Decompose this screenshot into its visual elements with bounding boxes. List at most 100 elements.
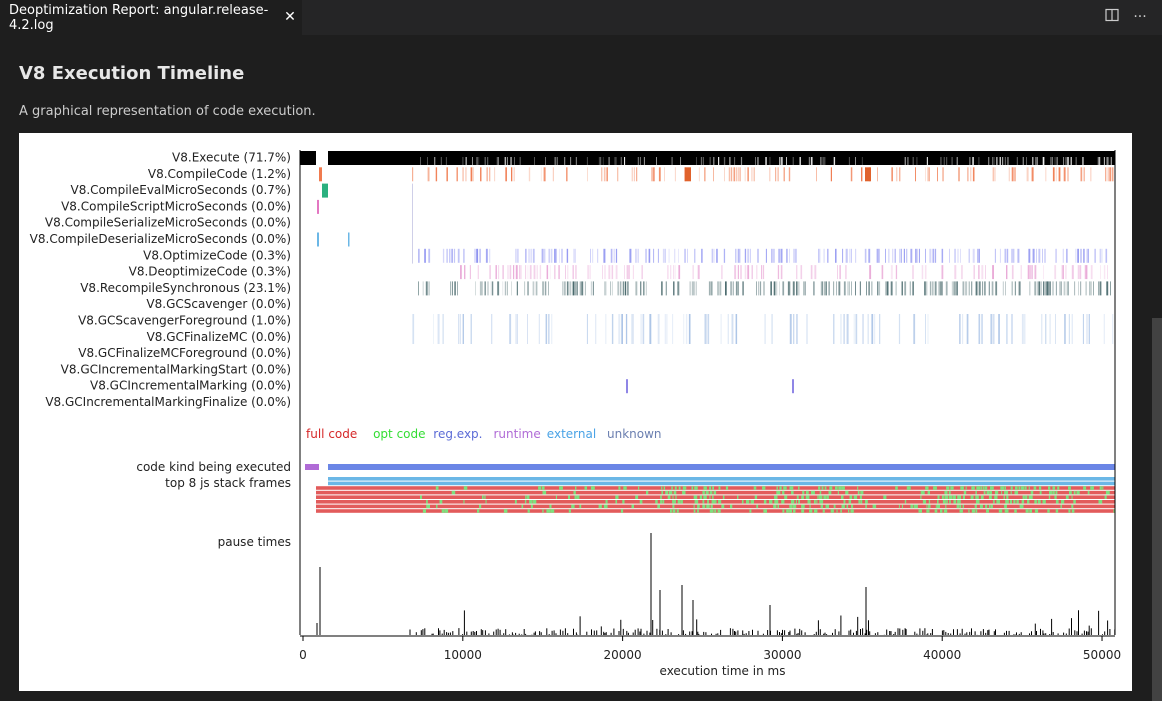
event-mark <box>608 265 611 280</box>
event-mark <box>600 157 602 165</box>
vertical-scrollbar[interactable] <box>1152 318 1162 701</box>
stack-frame-mark <box>776 490 781 495</box>
event-mark <box>896 167 898 182</box>
event-mark <box>724 167 725 182</box>
event-mark <box>1090 265 1093 280</box>
event-mark <box>525 265 527 280</box>
event-mark <box>796 281 797 296</box>
stack-frame-mark <box>524 500 527 504</box>
row-label: V8.Execute (71.7%) <box>172 151 291 165</box>
row-track-8 <box>418 281 1111 296</box>
event-mark <box>694 248 696 263</box>
event-mark <box>808 157 811 165</box>
stack-frame-mark <box>910 504 914 509</box>
event-mark <box>554 248 555 263</box>
stack-frame-mark <box>579 504 582 509</box>
stack-frame-mark <box>451 490 456 495</box>
stack-frame-mark <box>620 509 624 513</box>
stack-frame-mark <box>763 509 767 513</box>
event-mark <box>539 265 542 280</box>
event-mark <box>300 151 316 165</box>
event-mark <box>509 314 512 344</box>
event-mark <box>437 314 440 344</box>
event-mark <box>575 157 577 165</box>
stack-frame-mark <box>988 504 991 509</box>
stack-frame-mark <box>926 509 930 513</box>
stack-frame-mark <box>818 486 821 490</box>
stack-frame-mark <box>979 504 983 509</box>
stack-frame-mark <box>976 486 981 490</box>
event-mark <box>446 167 448 182</box>
event-mark <box>657 248 659 263</box>
stack-frame-mark <box>980 495 984 499</box>
stack-frame-mark <box>937 495 940 499</box>
event-mark <box>843 281 846 296</box>
event-mark <box>671 157 673 165</box>
event-mark <box>551 314 553 344</box>
row-track-10 <box>412 314 1114 344</box>
editor-tab[interactable]: Deoptimization Report: angular.release-4… <box>0 0 302 35</box>
event-mark <box>615 157 617 165</box>
stack-frames-label: top 8 js stack frames <box>165 476 291 490</box>
event-mark <box>575 265 577 280</box>
more-actions-icon[interactable]: ··· <box>1133 9 1147 25</box>
event-mark <box>1045 314 1047 344</box>
event-mark <box>899 248 901 263</box>
event-mark <box>1083 167 1085 182</box>
row-label: V8.GCIncrementalMarkingFinalize (0.0%) <box>45 395 291 409</box>
stack-frame-mark <box>559 486 563 490</box>
stack-frame-mark <box>1076 490 1080 495</box>
event-mark <box>993 157 995 165</box>
stack-frame-mark <box>436 504 438 509</box>
stack-frame-mark <box>1004 490 1009 495</box>
stack-frame-mark <box>982 486 985 490</box>
event-mark <box>530 248 533 263</box>
event-mark <box>1107 157 1110 165</box>
split-editor-icon[interactable] <box>1104 8 1120 26</box>
event-mark <box>538 314 540 344</box>
event-mark <box>956 157 958 165</box>
event-mark <box>586 314 588 344</box>
page-title: V8 Execution Timeline <box>19 63 245 84</box>
stack-frame-mark <box>426 504 430 509</box>
event-mark <box>625 314 628 344</box>
event-mark <box>1056 157 1058 165</box>
stack-frame-mark <box>714 509 717 513</box>
event-mark <box>999 157 1001 165</box>
stack-frame-mark <box>836 509 838 513</box>
event-mark <box>1063 167 1066 182</box>
event-mark <box>476 157 478 165</box>
event-mark <box>1018 281 1021 296</box>
stack-frame-mark <box>694 500 699 504</box>
event-mark <box>1067 281 1069 296</box>
event-mark <box>735 167 738 182</box>
stack-frame-mark <box>818 495 823 499</box>
stack-frame-mark <box>851 504 854 509</box>
event-mark <box>913 314 916 344</box>
event-mark <box>511 167 513 182</box>
stack-frame-mark <box>1055 490 1058 495</box>
legend-item: unknown <box>607 427 662 441</box>
stack-frame-mark <box>1029 509 1032 513</box>
event-mark <box>925 314 926 344</box>
event-mark <box>820 157 821 165</box>
stack-frame-mark <box>945 504 947 509</box>
stack-frame-mark <box>718 500 722 504</box>
event-mark <box>951 157 953 165</box>
event-mark <box>692 265 694 280</box>
event-mark <box>907 157 909 165</box>
event-mark <box>739 167 741 182</box>
event-mark <box>958 167 960 182</box>
close-icon[interactable]: ✕ <box>284 9 296 25</box>
stack-frame-mark <box>853 495 858 499</box>
event-mark <box>637 157 639 165</box>
event-mark <box>1054 157 1056 165</box>
stack-frame-mark <box>793 509 796 513</box>
stack-frame-mark <box>956 504 960 509</box>
event-mark <box>868 281 870 296</box>
event-mark <box>673 281 675 296</box>
event-mark <box>1044 157 1045 165</box>
event-mark <box>693 281 695 296</box>
stack-frame-mark <box>819 490 822 495</box>
event-mark <box>412 314 415 344</box>
